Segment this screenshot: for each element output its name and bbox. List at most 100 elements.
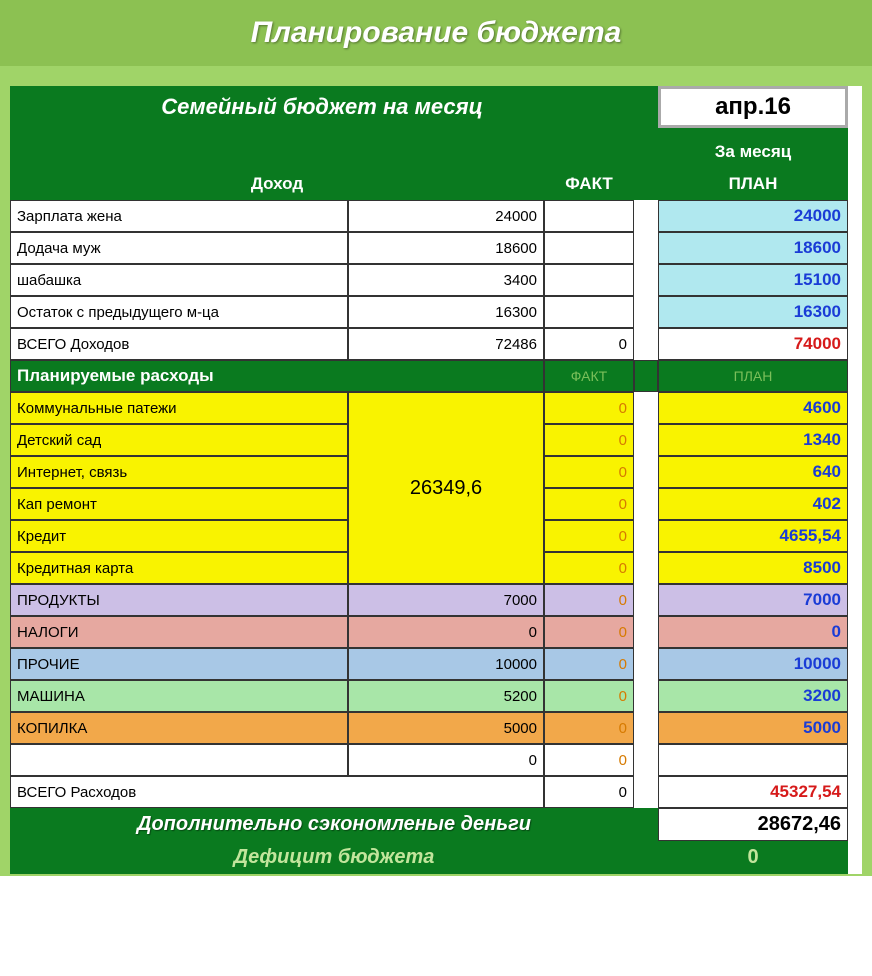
gap — [634, 424, 658, 456]
gap — [634, 680, 658, 712]
expense-fact: 0 — [544, 392, 634, 424]
gap — [634, 520, 658, 552]
income-fact — [544, 200, 634, 232]
income-val: 16300 — [348, 296, 544, 328]
income-total-label: ВСЕГО Доходов — [10, 328, 348, 360]
gap — [634, 86, 658, 128]
income-val: 24000 — [348, 200, 544, 232]
income-total-val: 72486 — [348, 328, 544, 360]
expense-fact: 0 — [544, 616, 634, 648]
income-total-plan: 74000 — [658, 328, 848, 360]
gap — [634, 296, 658, 328]
page: Планирование бюджета Семейный бюджет на … — [0, 0, 872, 876]
gap — [634, 264, 658, 296]
expense-plan: 640 — [658, 456, 848, 488]
expense-fact: 0 — [544, 712, 634, 744]
expenses-total-label: ВСЕГО Расходов — [10, 776, 544, 808]
expense-name: КОПИЛКА — [10, 712, 348, 744]
income-name: Остаток с предыдущего м-ца — [10, 296, 348, 328]
income-val: 3400 — [348, 264, 544, 296]
expense-name: НАЛОГИ — [10, 616, 348, 648]
income-name: Додача муж — [10, 232, 348, 264]
income-fact — [544, 264, 634, 296]
expense-val: 0 — [348, 616, 544, 648]
savings-label: Дополнительно сэкономленые деньги — [10, 808, 658, 841]
expense-name: Кредитная карта — [10, 552, 348, 584]
expenses-fact-header: ФАКТ — [544, 360, 634, 392]
gap — [634, 488, 658, 520]
plan-header: ПЛАН — [658, 168, 848, 200]
spacer — [10, 128, 848, 136]
income-fact — [544, 232, 634, 264]
expense-val: 10000 — [348, 648, 544, 680]
expense-name: Кап ремонт — [10, 488, 348, 520]
expense-name: Коммунальные патежи — [10, 392, 348, 424]
income-val: 18600 — [348, 232, 544, 264]
gap — [634, 648, 658, 680]
expense-fact: 0 — [544, 648, 634, 680]
gap — [634, 232, 658, 264]
income-plan: 18600 — [658, 232, 848, 264]
expenses-plan-header: ПЛАН — [658, 360, 848, 392]
gap — [634, 616, 658, 648]
expense-name: Детский сад — [10, 424, 348, 456]
expense-name: ПРОЧИЕ — [10, 648, 348, 680]
blank-name — [10, 744, 348, 776]
gap — [634, 168, 658, 200]
gap — [634, 552, 658, 584]
expense-plan: 5000 — [658, 712, 848, 744]
gap — [634, 744, 658, 776]
expense-val: 5000 — [348, 712, 544, 744]
expense-val: 5200 — [348, 680, 544, 712]
income-plan: 24000 — [658, 200, 848, 232]
yellow-block: 26349,6 — [348, 392, 544, 584]
fact-header: ФАКТ — [544, 168, 634, 200]
expense-plan: 7000 — [658, 584, 848, 616]
expense-fact: 0 — [544, 680, 634, 712]
gap — [634, 456, 658, 488]
gap — [634, 360, 658, 392]
expense-plan: 0 — [658, 616, 848, 648]
period-label: За месяц — [658, 136, 848, 168]
expense-plan: 10000 — [658, 648, 848, 680]
gap — [634, 776, 658, 808]
expense-name: Кредит — [10, 520, 348, 552]
expense-fact: 0 — [544, 552, 634, 584]
income-plan: 15100 — [658, 264, 848, 296]
blank-plan — [658, 744, 848, 776]
budget-sheet: Семейный бюджет на месяц апр.16 За месяц… — [10, 86, 862, 874]
gap — [634, 392, 658, 424]
expenses-total-plan: 45327,54 — [658, 776, 848, 808]
expense-name: ПРОДУКТЫ — [10, 584, 348, 616]
blank — [634, 136, 658, 168]
expense-plan: 4655,54 — [658, 520, 848, 552]
income-name: шабашка — [10, 264, 348, 296]
expense-val: 7000 — [348, 584, 544, 616]
income-plan: 16300 — [658, 296, 848, 328]
gap — [634, 200, 658, 232]
expense-fact: 0 — [544, 488, 634, 520]
savings-value: 28672,46 — [658, 808, 848, 841]
period-date: апр.16 — [658, 86, 848, 128]
page-title: Планирование бюджета — [0, 0, 872, 66]
income-name: Зарплата жена — [10, 200, 348, 232]
deficit-value: 0 — [658, 841, 848, 874]
expense-plan: 3200 — [658, 680, 848, 712]
expense-plan: 1340 — [658, 424, 848, 456]
blank-fact: 0 — [544, 744, 634, 776]
gap — [634, 584, 658, 616]
expenses-total-fact: 0 — [544, 776, 634, 808]
gap — [634, 328, 658, 360]
income-fact — [544, 296, 634, 328]
blank — [10, 136, 634, 168]
expense-plan: 402 — [658, 488, 848, 520]
expenses-header: Планируемые расходы — [10, 360, 544, 392]
expense-fact: 0 — [544, 584, 634, 616]
expense-name: МАШИНА — [10, 680, 348, 712]
deficit-label: Дефицит бюджета — [10, 841, 658, 874]
blank-val: 0 — [348, 744, 544, 776]
sheet-header: Семейный бюджет на месяц — [10, 86, 634, 128]
expense-fact: 0 — [544, 456, 634, 488]
gap — [634, 712, 658, 744]
expense-plan: 4600 — [658, 392, 848, 424]
